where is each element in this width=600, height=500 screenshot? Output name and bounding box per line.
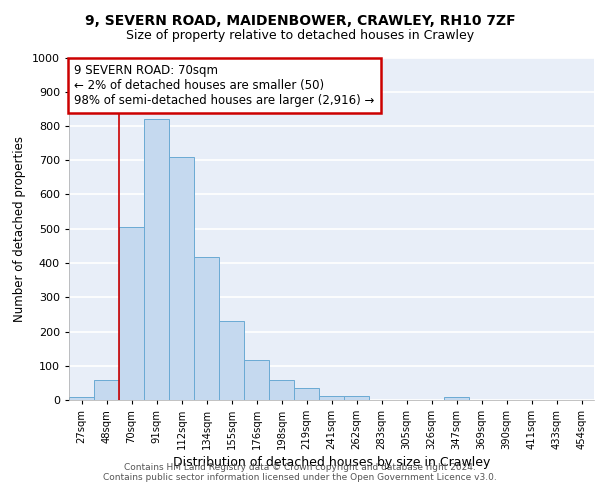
Bar xyxy=(169,157,194,400)
Bar xyxy=(119,227,144,400)
Bar xyxy=(294,388,319,400)
Bar xyxy=(144,119,169,400)
Bar xyxy=(219,321,244,400)
Y-axis label: Number of detached properties: Number of detached properties xyxy=(13,136,26,322)
Bar xyxy=(319,396,344,400)
Bar xyxy=(94,380,119,400)
Bar xyxy=(194,257,219,400)
Bar xyxy=(244,360,269,400)
Text: Size of property relative to detached houses in Crawley: Size of property relative to detached ho… xyxy=(126,29,474,42)
Bar xyxy=(444,398,469,400)
Bar xyxy=(269,380,294,400)
Bar xyxy=(69,398,94,400)
Bar xyxy=(344,396,369,400)
Text: Contains public sector information licensed under the Open Government Licence v3: Contains public sector information licen… xyxy=(103,472,497,482)
Text: 9 SEVERN ROAD: 70sqm
← 2% of detached houses are smaller (50)
98% of semi-detach: 9 SEVERN ROAD: 70sqm ← 2% of detached ho… xyxy=(74,64,374,108)
Text: 9, SEVERN ROAD, MAIDENBOWER, CRAWLEY, RH10 7ZF: 9, SEVERN ROAD, MAIDENBOWER, CRAWLEY, RH… xyxy=(85,14,515,28)
X-axis label: Distribution of detached houses by size in Crawley: Distribution of detached houses by size … xyxy=(173,456,490,469)
Text: Contains HM Land Registry data © Crown copyright and database right 2024.: Contains HM Land Registry data © Crown c… xyxy=(124,462,476,471)
